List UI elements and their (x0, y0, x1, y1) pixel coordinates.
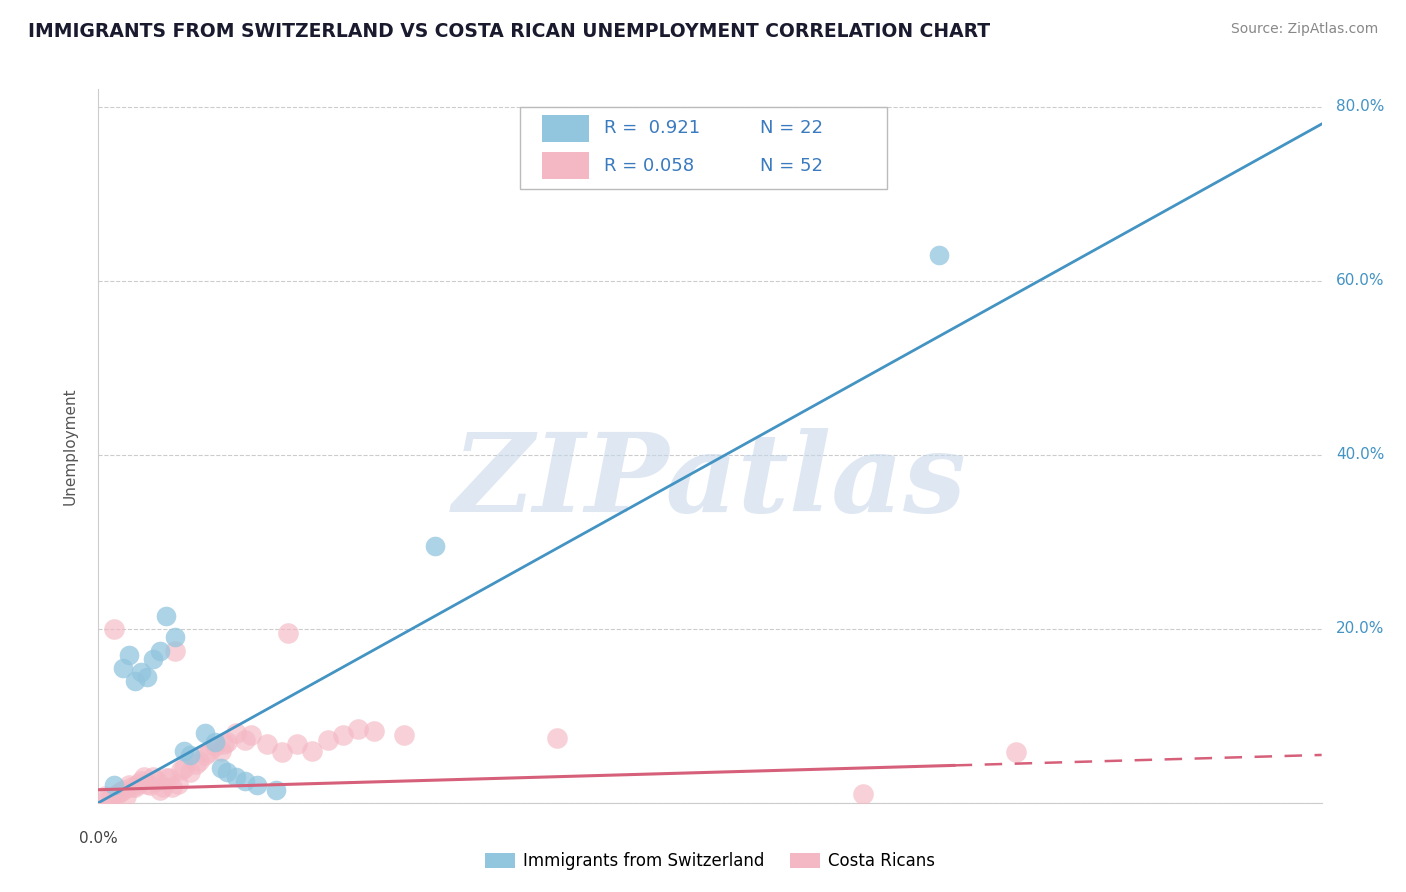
Point (163, 643, 186, 657)
Point (136, 777, 159, 791)
Point (155, 608, 177, 623)
Point (215, 735, 238, 749)
Y-axis label: Unemployment: Unemployment (63, 387, 77, 505)
Point (233, 774, 256, 789)
Point (103, 622, 125, 636)
Point (100, 791, 122, 805)
Point (170, 763, 193, 777)
Legend: Immigrants from Switzerland, Costa Ricans: Immigrants from Switzerland, Costa Rican… (478, 846, 942, 877)
Point (118, 778, 141, 792)
Point (173, 743, 195, 757)
Text: 0.0%: 0.0% (79, 831, 118, 847)
Text: 80.0%: 80.0% (1336, 99, 1385, 114)
Point (118, 648, 141, 662)
Point (204, 739, 226, 754)
FancyBboxPatch shape (543, 115, 589, 142)
Point (225, 726, 247, 740)
Point (285, 737, 308, 751)
Text: N = 22: N = 22 (761, 120, 823, 137)
Point (167, 777, 190, 791)
FancyBboxPatch shape (520, 107, 887, 189)
Point (142, 770, 165, 784)
Point (240, 728, 263, 742)
Text: 60.0%: 60.0% (1336, 273, 1385, 288)
Point (209, 743, 232, 757)
Point (347, 722, 370, 736)
Point (194, 747, 217, 762)
Point (212, 737, 235, 751)
Point (197, 745, 219, 759)
Point (194, 726, 217, 740)
Point (363, 724, 385, 739)
Text: 20.0%: 20.0% (1336, 621, 1385, 636)
Point (392, 728, 416, 742)
Point (111, 782, 134, 797)
Point (93, 789, 115, 803)
Point (173, 761, 195, 775)
Point (316, 733, 339, 747)
Point (423, 539, 446, 553)
Point (108, 785, 131, 799)
Point (149, 782, 172, 797)
Point (129, 665, 152, 680)
Point (332, 728, 354, 742)
Point (139, 778, 162, 792)
Point (157, 772, 180, 786)
Text: R =  0.921: R = 0.921 (603, 120, 700, 137)
Point (186, 756, 208, 771)
FancyBboxPatch shape (543, 152, 589, 179)
Text: R = 0.058: R = 0.058 (603, 157, 693, 175)
Point (852, 787, 875, 801)
Point (142, 652, 165, 666)
Point (124, 780, 146, 794)
Point (121, 780, 143, 794)
Point (115, 789, 138, 803)
Point (256, 737, 278, 751)
Point (204, 735, 226, 749)
Point (103, 778, 125, 792)
Point (160, 780, 183, 794)
Point (246, 778, 269, 792)
Point (179, 747, 201, 762)
Point (188, 754, 211, 768)
Point (264, 782, 287, 797)
Point (149, 643, 172, 657)
Point (129, 774, 152, 789)
Point (105, 787, 128, 801)
Point (124, 673, 146, 688)
Point (155, 772, 177, 786)
Point (134, 770, 156, 784)
Text: 40.0%: 40.0% (1336, 447, 1385, 462)
Point (209, 761, 232, 775)
Text: N = 52: N = 52 (761, 157, 823, 175)
Point (97, 791, 120, 805)
Point (127, 777, 149, 791)
Point (928, 247, 950, 261)
Point (152, 780, 174, 794)
Point (233, 733, 256, 747)
Text: Source: ZipAtlas.com: Source: ZipAtlas.com (1230, 22, 1378, 37)
Point (270, 745, 292, 759)
Point (163, 631, 186, 645)
Point (215, 765, 238, 780)
Text: ZIPatlas: ZIPatlas (453, 428, 967, 535)
Point (136, 670, 159, 684)
Point (225, 770, 247, 784)
Point (301, 743, 323, 757)
Point (546, 731, 568, 745)
Point (111, 661, 134, 675)
Point (277, 626, 299, 640)
Point (1004, 745, 1026, 759)
Text: IMMIGRANTS FROM SWITZERLAND VS COSTA RICAN UNEMPLOYMENT CORRELATION CHART: IMMIGRANTS FROM SWITZERLAND VS COSTA RIC… (28, 22, 990, 41)
Point (145, 774, 167, 789)
Point (179, 765, 201, 780)
